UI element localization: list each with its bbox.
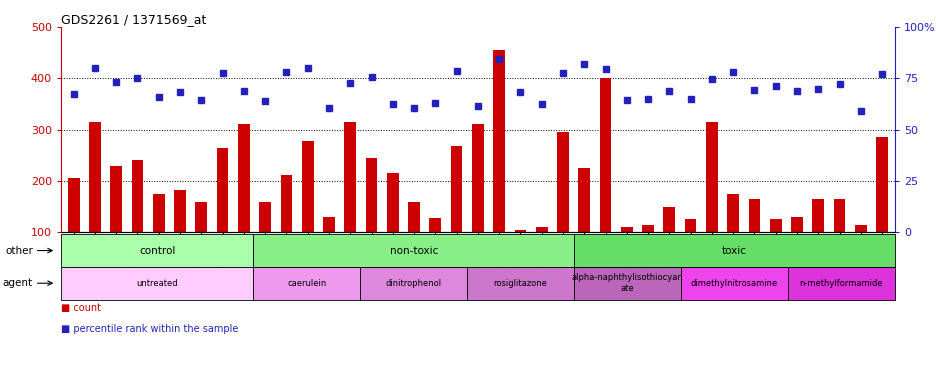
Text: rosiglitazone: rosiglitazone xyxy=(493,279,547,288)
Text: GDS2261 / 1371569_at: GDS2261 / 1371569_at xyxy=(61,13,206,26)
Bar xyxy=(621,227,632,284)
Bar xyxy=(641,225,653,284)
Bar xyxy=(706,122,717,284)
Bar xyxy=(301,141,314,284)
Bar xyxy=(578,168,590,284)
Text: n-methylformamide: n-methylformamide xyxy=(798,279,883,288)
Bar xyxy=(89,122,101,284)
Bar xyxy=(67,179,80,284)
Text: ■ count: ■ count xyxy=(61,303,101,313)
Bar xyxy=(726,194,739,284)
Bar xyxy=(663,207,675,284)
Bar xyxy=(450,146,462,284)
Bar xyxy=(833,199,844,284)
Bar xyxy=(790,217,802,284)
Text: control: control xyxy=(139,245,175,256)
Bar xyxy=(153,194,165,284)
Bar xyxy=(875,137,887,284)
Bar xyxy=(684,220,695,284)
Bar xyxy=(514,230,526,284)
Bar xyxy=(387,173,398,284)
Bar xyxy=(110,166,122,284)
Text: untreated: untreated xyxy=(136,279,178,288)
Bar xyxy=(280,175,292,284)
Bar xyxy=(174,190,185,284)
Bar xyxy=(408,202,419,284)
Text: other: other xyxy=(5,245,33,256)
Text: agent: agent xyxy=(3,278,33,288)
Bar xyxy=(131,161,143,284)
Bar xyxy=(365,158,377,284)
Bar xyxy=(429,218,441,284)
Bar xyxy=(323,217,334,284)
Bar xyxy=(344,122,356,284)
Text: ■ percentile rank within the sample: ■ percentile rank within the sample xyxy=(61,324,238,334)
Text: non-toxic: non-toxic xyxy=(389,245,437,256)
Bar xyxy=(238,124,249,284)
Bar xyxy=(599,78,610,284)
Text: toxic: toxic xyxy=(722,245,746,256)
Bar xyxy=(216,147,228,284)
Text: dimethylnitrosamine: dimethylnitrosamine xyxy=(690,279,777,288)
Bar xyxy=(196,202,207,284)
Bar xyxy=(259,202,271,284)
Bar xyxy=(557,132,568,284)
Bar xyxy=(492,50,505,284)
Text: caerulein: caerulein xyxy=(286,279,326,288)
Bar xyxy=(472,124,483,284)
Bar xyxy=(812,199,824,284)
Bar xyxy=(535,227,547,284)
Text: alpha-naphthylisothiocyan
ate: alpha-naphthylisothiocyan ate xyxy=(571,273,682,293)
Text: dinitrophenol: dinitrophenol xyxy=(386,279,441,288)
Bar xyxy=(748,199,759,284)
Bar xyxy=(769,220,781,284)
Bar xyxy=(854,225,866,284)
